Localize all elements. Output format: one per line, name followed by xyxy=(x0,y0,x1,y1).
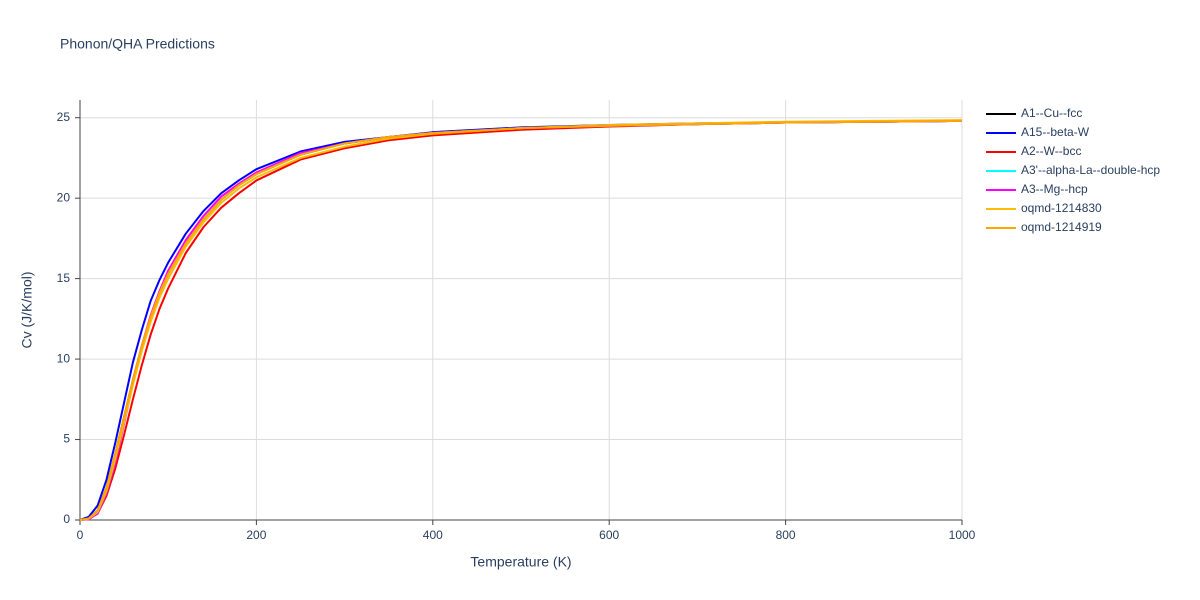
legend-label: A1--Cu--fcc xyxy=(1021,106,1082,120)
x-tick-label: 0 xyxy=(77,528,84,542)
series-line xyxy=(79,119,963,521)
y-tick-label: 10 xyxy=(57,351,71,365)
legend-label: A3'--alpha-La--double-hcp xyxy=(1021,163,1160,177)
y-tick-label: 15 xyxy=(57,271,71,285)
y-tick-label: 20 xyxy=(57,190,71,204)
y-axis-title: Cv (J/K/mol) xyxy=(19,272,35,349)
legend-label: A15--beta-W xyxy=(1021,125,1090,139)
legend-label: A3--Mg--hcp xyxy=(1021,182,1088,196)
x-tick-label: 1000 xyxy=(949,528,976,542)
x-tick-label: 400 xyxy=(423,528,443,542)
series-line xyxy=(79,119,963,521)
series-line xyxy=(79,119,963,521)
x-tick-label: 200 xyxy=(246,528,266,542)
series-line xyxy=(79,119,963,521)
x-tick-label: 800 xyxy=(776,528,796,542)
legend-label: oqmd-1214919 xyxy=(1021,220,1102,234)
legend-label: oqmd-1214830 xyxy=(1021,201,1102,215)
series-line xyxy=(79,119,963,521)
x-axis-title: Temperature (K) xyxy=(470,554,571,570)
series-line xyxy=(79,119,963,521)
chart-title: Phonon/QHA Predictions xyxy=(60,36,215,52)
y-tick-label: 0 xyxy=(63,512,70,526)
series-line xyxy=(79,119,963,521)
y-tick-label: 25 xyxy=(57,110,71,124)
x-tick-label: 600 xyxy=(599,528,619,542)
y-tick-label: 5 xyxy=(63,432,70,446)
legend-label: A2--W--bcc xyxy=(1021,144,1081,158)
